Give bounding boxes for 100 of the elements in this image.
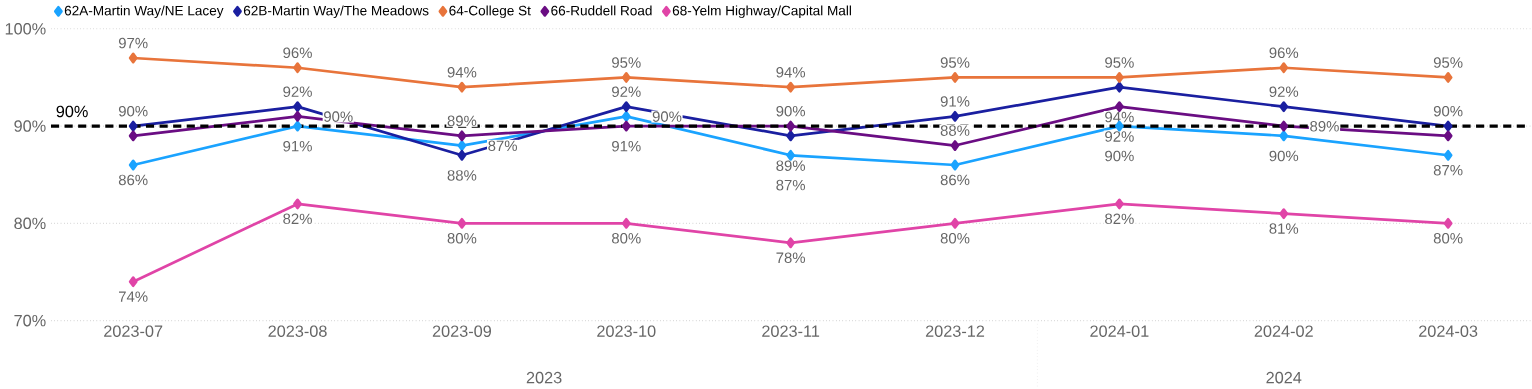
data-label: 90% <box>1269 150 1299 162</box>
data-label: 90% <box>118 106 148 117</box>
data-label: 86% <box>118 174 148 186</box>
x-tick-label: 2023-12 <box>925 325 985 338</box>
point <box>1279 208 1289 220</box>
x-tick-label: 2023-10 <box>597 325 656 338</box>
data-label: 92% <box>283 86 312 98</box>
data-label: 96% <box>1269 47 1299 59</box>
data-label: 90% <box>652 111 682 122</box>
point <box>1279 130 1289 142</box>
point <box>950 72 960 84</box>
data-label: 87% <box>1433 165 1463 176</box>
data-label: 90% <box>324 111 353 122</box>
data-label: 94% <box>447 67 477 78</box>
data-label: 91% <box>612 141 641 152</box>
point <box>128 52 138 64</box>
point <box>1443 130 1453 142</box>
point <box>457 149 467 161</box>
point <box>1114 198 1124 210</box>
point <box>1279 62 1289 74</box>
point <box>786 81 796 93</box>
point <box>293 111 302 122</box>
point <box>950 218 960 229</box>
y-tick-label: 90% <box>14 120 46 132</box>
data-label: 82% <box>1105 213 1134 225</box>
point <box>621 101 631 113</box>
data-label: 92% <box>1105 131 1134 142</box>
y-tick-label: 80% <box>14 217 46 230</box>
x-tick-label: 2023-09 <box>432 325 491 338</box>
data-label: 95% <box>612 57 641 68</box>
point <box>786 149 796 161</box>
point <box>1114 81 1124 93</box>
legend-label: 66-Ruddell Road <box>551 5 652 16</box>
data-label: 74% <box>119 291 148 302</box>
point <box>1279 120 1289 132</box>
data-label: 80% <box>447 233 477 244</box>
data-label: 89% <box>1310 121 1339 132</box>
data-label: 81% <box>1269 223 1299 234</box>
data-label: 87% <box>776 179 806 191</box>
x-tick-label: 2024-01 <box>1090 325 1149 338</box>
x-tick-label: 2023-07 <box>104 325 163 338</box>
legend-label: 68-Yelm Highway/Capital Mall <box>672 5 851 19</box>
point <box>950 140 960 152</box>
point <box>293 62 302 74</box>
legend-label: 62A-Martin Way/NE Lacey <box>64 5 224 19</box>
data-label: 78% <box>776 252 806 264</box>
data-label: 86% <box>940 174 970 186</box>
data-label: 90% <box>1433 106 1463 117</box>
data-label: 80% <box>1433 233 1463 244</box>
data-label: 95% <box>1105 57 1134 68</box>
point <box>128 120 138 132</box>
point <box>621 111 631 122</box>
x-tick-label: 2023-08 <box>268 325 327 338</box>
legend-label: 62B-Martin Way/The Meadows <box>243 5 429 19</box>
data-label: 90% <box>1105 150 1134 162</box>
point <box>1114 72 1124 84</box>
data-label: 87% <box>488 140 518 152</box>
point <box>128 276 138 288</box>
point <box>621 218 631 229</box>
data-label: 97% <box>118 37 148 49</box>
text: 2024 <box>1266 371 1302 384</box>
data-label: 91% <box>283 141 312 152</box>
data-label: 89% <box>447 115 477 127</box>
point <box>950 111 960 122</box>
point <box>293 101 302 113</box>
legend-label: 64-College St <box>449 5 531 19</box>
data-label: 88% <box>447 170 477 181</box>
data-label: 94% <box>776 67 806 78</box>
x-tick-label: 2023-11 <box>762 325 820 338</box>
data-label: 91% <box>940 96 970 107</box>
point <box>1443 72 1453 84</box>
data-label: 94% <box>1105 111 1134 123</box>
data-label: 95% <box>940 57 970 68</box>
ref-line-label: 90% <box>56 105 88 118</box>
data-label: 90% <box>776 106 806 117</box>
data-label: 80% <box>611 233 641 244</box>
point <box>1443 149 1453 161</box>
point <box>293 198 302 210</box>
point <box>457 81 467 93</box>
point <box>1443 120 1453 132</box>
data-label: 82% <box>283 213 312 225</box>
point <box>786 130 796 142</box>
point <box>457 218 467 229</box>
data-label: 96% <box>283 47 312 59</box>
point <box>457 140 467 152</box>
point <box>786 120 796 132</box>
text: 2023 <box>526 371 562 384</box>
point <box>128 130 138 142</box>
y-tick-label: 70% <box>14 314 46 327</box>
point <box>1443 218 1453 229</box>
data-label: 95% <box>1433 57 1463 68</box>
data-label: 88% <box>940 125 970 137</box>
point <box>621 120 631 132</box>
data-label: 89% <box>776 160 806 172</box>
x-tick-label: 2024-02 <box>1254 325 1313 338</box>
point <box>621 72 631 84</box>
y-tick-label: 100% <box>5 23 46 35</box>
x-tick-label: 2024-03 <box>1419 325 1478 338</box>
point <box>457 130 467 142</box>
point <box>786 237 796 249</box>
